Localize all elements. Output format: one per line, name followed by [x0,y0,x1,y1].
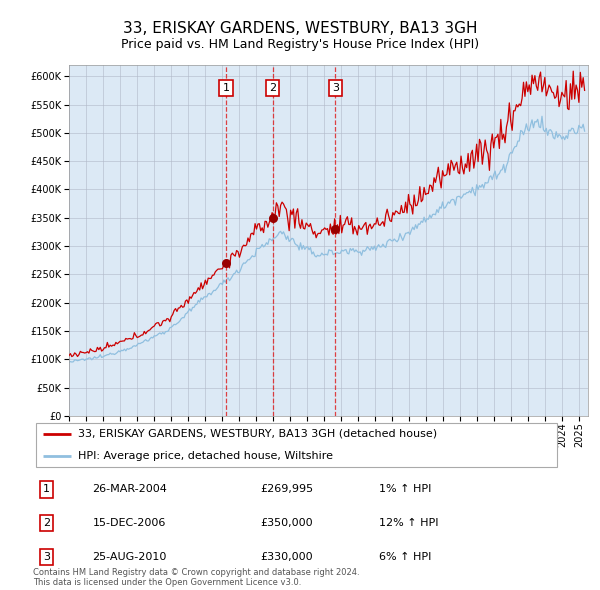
Text: 3: 3 [332,83,339,93]
Text: 2: 2 [269,83,276,93]
Text: Price paid vs. HM Land Registry's House Price Index (HPI): Price paid vs. HM Land Registry's House … [121,38,479,51]
Text: 1: 1 [223,83,230,93]
Text: 25-AUG-2010: 25-AUG-2010 [92,552,167,562]
Text: £269,995: £269,995 [260,484,313,494]
Text: 15-DEC-2006: 15-DEC-2006 [92,518,166,528]
Text: 12% ↑ HPI: 12% ↑ HPI [379,518,438,528]
Text: This data is licensed under the Open Government Licence v3.0.: This data is licensed under the Open Gov… [33,578,301,587]
Text: 33, ERISKAY GARDENS, WESTBURY, BA13 3GH (detached house): 33, ERISKAY GARDENS, WESTBURY, BA13 3GH … [78,429,437,439]
Text: Contains HM Land Registry data © Crown copyright and database right 2024.: Contains HM Land Registry data © Crown c… [33,568,359,576]
Text: 1: 1 [43,484,50,494]
Text: 33, ERISKAY GARDENS, WESTBURY, BA13 3GH: 33, ERISKAY GARDENS, WESTBURY, BA13 3GH [123,21,477,35]
FancyBboxPatch shape [35,422,557,467]
Text: HPI: Average price, detached house, Wiltshire: HPI: Average price, detached house, Wilt… [78,451,333,461]
Text: £330,000: £330,000 [260,552,313,562]
Text: £350,000: £350,000 [260,518,313,528]
Text: 1% ↑ HPI: 1% ↑ HPI [379,484,431,494]
Text: 6% ↑ HPI: 6% ↑ HPI [379,552,431,562]
Text: 2: 2 [43,518,50,528]
Text: 3: 3 [43,552,50,562]
Text: 26-MAR-2004: 26-MAR-2004 [92,484,167,494]
